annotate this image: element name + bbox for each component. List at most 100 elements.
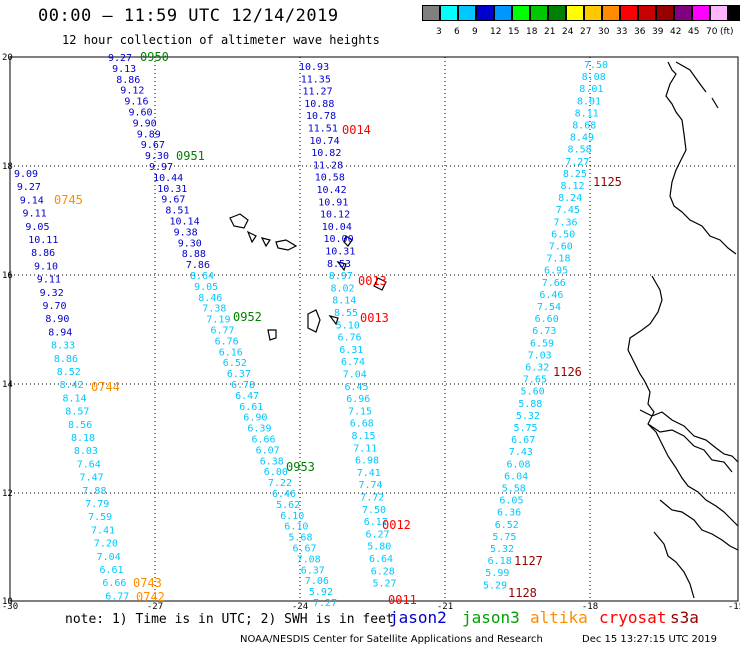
wave-height-value: 5.32 <box>490 544 514 555</box>
x-tick-label: -30 <box>2 602 18 610</box>
wave-height-value: 8.86 <box>54 354 78 365</box>
wave-height-value: 7.64 <box>77 459 101 470</box>
wave-height-value: 8.97 <box>329 271 353 282</box>
legend-swatch <box>512 5 530 21</box>
wave-height-value: 6.67 <box>293 544 317 555</box>
wave-height-value: 7.04 <box>97 552 121 563</box>
wave-height-value: 8.88 <box>182 249 206 260</box>
wave-height-value: 7.38 <box>202 304 226 315</box>
pass-time-label: 1126 <box>553 365 582 379</box>
wave-height-value: 6.39 <box>247 424 271 435</box>
wave-height-value: 5.92 <box>309 587 333 598</box>
legend-swatch <box>530 5 548 21</box>
wave-height-value: 6.27 <box>366 529 390 540</box>
legend-label: 33 <box>616 27 628 37</box>
x-tick-label: -24 <box>292 602 308 610</box>
wave-height-value: 6.00 <box>264 467 288 478</box>
y-tick-label: 18 <box>2 162 13 172</box>
wave-height-value: 6.10 <box>284 522 308 533</box>
wave-height-value: 11.51 <box>308 124 338 135</box>
wave-height-value: 6.76 <box>338 333 362 344</box>
wave-height-value: 6.66 <box>102 578 126 589</box>
wave-height-value: 7.47 <box>80 473 104 484</box>
legend-label: 12 <box>490 27 502 37</box>
wave-height-value: 9.10 <box>34 261 58 272</box>
pass-time-label: 0743 <box>133 576 162 590</box>
legend-swatch <box>674 5 692 21</box>
wave-height-value: 8.11 <box>575 108 599 119</box>
wave-height-value: 6.73 <box>532 326 556 337</box>
wave-height-value: 8.42 <box>60 380 84 391</box>
wave-height-value: 5.75 <box>514 423 538 434</box>
wave-height-value: 7.06 <box>305 576 329 587</box>
wave-height-value: 6.10 <box>280 511 304 522</box>
wave-height-value: 10.88 <box>304 99 334 110</box>
wave-height-value: 8.14 <box>332 296 356 307</box>
wave-height-value: 6.32 <box>525 363 549 374</box>
wave-height-value: 10.31 <box>157 184 187 195</box>
satellite-legend-altika: altika <box>530 608 588 627</box>
wave-height-value: 6.16 <box>219 347 243 358</box>
wave-height-value: 6.38 <box>260 456 284 467</box>
wave-height-value: 7.66 <box>542 278 566 289</box>
wave-height-value: 8.33 <box>51 341 75 352</box>
wave-height-value: 6.18 <box>488 556 512 567</box>
wave-height-value: 9.32 <box>40 288 64 299</box>
wave-height-value: 7.54 <box>537 302 561 313</box>
wave-height-value: 9.16 <box>124 97 148 108</box>
wave-height-value: 6.37 <box>227 369 251 380</box>
legend-swatch <box>476 5 494 21</box>
wave-height-value: 8.01 <box>579 84 603 95</box>
wave-height-value: 10.14 <box>170 217 200 228</box>
wave-height-value: 7.88 <box>82 486 106 497</box>
pass-time-label: 0953 <box>286 460 315 474</box>
x-tick-label: -18 <box>582 602 598 610</box>
wave-height-value: 7.18 <box>546 254 570 265</box>
wave-height-value: 6.95 <box>544 266 568 277</box>
wave-height-value: 10.91 <box>318 197 348 208</box>
wave-height-value: 5.75 <box>492 532 516 543</box>
wave-height-value: 9.30 <box>145 151 169 162</box>
wave-height-value: 5.68 <box>288 533 312 544</box>
wave-height-value: 8.49 <box>570 133 594 144</box>
legend-label: 21 <box>544 27 556 37</box>
legend-swatch <box>620 5 638 21</box>
y-tick-label: 10 <box>2 597 13 607</box>
wave-height-value: 6.52 <box>223 358 247 369</box>
pass-time-label: 0014 <box>342 123 371 137</box>
wave-height-value: 6.98 <box>355 456 379 467</box>
map-subtitle: 12 hour collection of altimeter wave hei… <box>62 33 380 47</box>
wave-height-value: 6.05 <box>499 496 523 507</box>
wave-height-value: 9.05 <box>194 282 218 293</box>
satellite-legend-s3a: s3a <box>670 608 699 627</box>
wave-height-value: 10.74 <box>310 136 340 147</box>
legend-swatch <box>494 5 512 21</box>
wave-height-map: 9.279.138.869.129.169.609.909.899.679.30… <box>2 50 740 610</box>
wave-height-value: 8.15 <box>352 431 376 442</box>
wave-height-value: 8.02 <box>331 283 355 294</box>
wave-height-value: 5.99 <box>485 568 509 579</box>
legend-label: 27 <box>580 27 592 37</box>
wave-height-value: 6.96 <box>346 394 370 405</box>
map-frame <box>9 56 739 602</box>
legend-swatch <box>710 5 728 21</box>
wave-height-value: 9.67 <box>161 195 185 206</box>
pass-time-label: 0744 <box>91 380 120 394</box>
cape-verde-islands <box>229 213 387 341</box>
wave-height-value: 9.14 <box>20 195 44 206</box>
wave-height-value: 9.05 <box>25 222 49 233</box>
wave-height-value: 5.80 <box>367 542 391 553</box>
wave-height-value: 9.89 <box>137 129 161 140</box>
wave-height-value: 8.86 <box>31 248 55 259</box>
wave-height-value: 9.67 <box>141 140 165 151</box>
wave-height-value: 6.61 <box>239 402 263 413</box>
y-tick-label: 12 <box>2 489 13 499</box>
wave-height-value: 8.58 <box>568 145 592 156</box>
pass-time-label: 0012 <box>382 518 411 532</box>
wave-height-value: 7.04 <box>343 370 367 381</box>
generation-timestamp: Dec 15 13:27:15 UTC 2019 <box>582 634 717 645</box>
legend-label: 70 <box>706 27 718 37</box>
legend-label: (ft) <box>720 27 734 37</box>
wave-height-value: 8.08 <box>582 72 606 83</box>
africa-coastline <box>627 61 739 599</box>
